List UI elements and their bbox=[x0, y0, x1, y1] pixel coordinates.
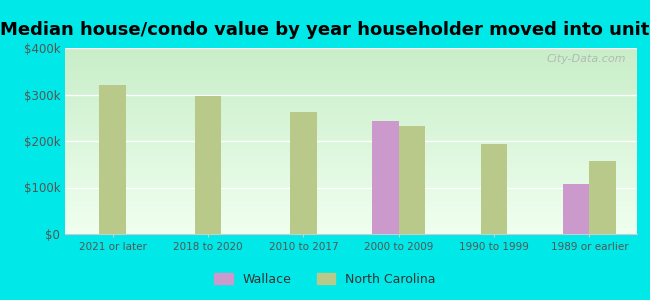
Bar bbox=[372, 122, 398, 234]
Legend: Wallace, North Carolina: Wallace, North Carolina bbox=[209, 268, 441, 291]
Bar bbox=[194, 96, 222, 234]
Bar bbox=[398, 126, 425, 234]
Bar bbox=[563, 184, 590, 234]
Bar bbox=[290, 112, 317, 234]
Bar bbox=[99, 85, 126, 234]
Bar bbox=[590, 160, 616, 234]
Text: City-Data.com: City-Data.com bbox=[546, 54, 625, 64]
Bar bbox=[480, 144, 508, 234]
Text: Median house/condo value by year householder moved into unit: Median house/condo value by year househo… bbox=[0, 21, 650, 39]
